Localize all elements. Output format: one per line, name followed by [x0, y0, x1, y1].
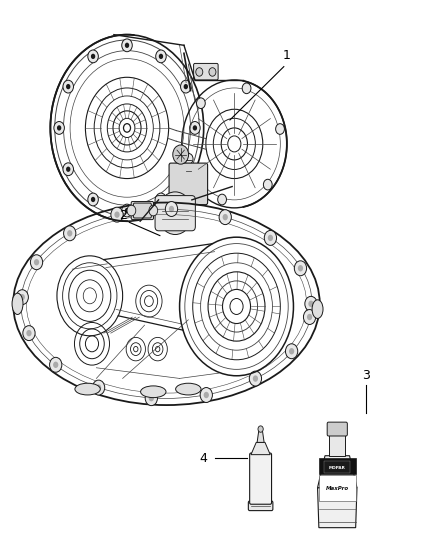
Circle shape — [92, 380, 105, 395]
Circle shape — [180, 163, 191, 176]
Circle shape — [57, 125, 61, 131]
Circle shape — [200, 387, 212, 402]
Circle shape — [34, 259, 39, 265]
Circle shape — [66, 166, 71, 172]
Circle shape — [127, 205, 136, 216]
Circle shape — [159, 197, 163, 202]
Circle shape — [125, 43, 129, 48]
Polygon shape — [318, 488, 357, 528]
Circle shape — [23, 326, 35, 341]
Circle shape — [276, 124, 284, 134]
Circle shape — [63, 163, 74, 176]
Text: 1: 1 — [283, 50, 291, 62]
Text: MaxPro: MaxPro — [326, 486, 349, 491]
Circle shape — [91, 197, 95, 202]
Circle shape — [49, 357, 62, 372]
Circle shape — [125, 208, 129, 213]
Circle shape — [197, 98, 205, 109]
Circle shape — [159, 54, 163, 59]
Circle shape — [166, 201, 178, 216]
Circle shape — [149, 395, 154, 401]
Circle shape — [145, 391, 158, 406]
Circle shape — [67, 230, 72, 237]
Circle shape — [190, 122, 200, 134]
Circle shape — [169, 206, 174, 212]
Circle shape — [242, 83, 251, 94]
Circle shape — [294, 261, 307, 276]
Circle shape — [304, 310, 316, 325]
Circle shape — [308, 301, 314, 307]
Circle shape — [149, 205, 158, 216]
Ellipse shape — [12, 293, 23, 314]
Circle shape — [30, 255, 42, 270]
Circle shape — [66, 84, 71, 90]
Text: MOPAR: MOPAR — [329, 466, 346, 470]
Circle shape — [184, 167, 188, 172]
Ellipse shape — [75, 383, 100, 395]
Circle shape — [63, 80, 74, 93]
Circle shape — [96, 384, 101, 391]
Circle shape — [263, 179, 272, 190]
Circle shape — [64, 226, 76, 241]
Circle shape — [196, 68, 203, 76]
Circle shape — [289, 348, 294, 354]
Circle shape — [298, 265, 303, 271]
Circle shape — [156, 50, 166, 63]
Circle shape — [223, 214, 228, 220]
Circle shape — [16, 290, 28, 305]
Circle shape — [305, 296, 317, 311]
Polygon shape — [318, 456, 357, 488]
Bar — [319, 475, 356, 501]
Circle shape — [111, 207, 123, 222]
Bar — [329, 434, 345, 456]
Circle shape — [253, 375, 258, 382]
Circle shape — [91, 54, 95, 59]
Circle shape — [193, 125, 197, 131]
Circle shape — [219, 209, 231, 224]
Text: 4: 4 — [200, 452, 208, 465]
Circle shape — [184, 84, 188, 90]
Circle shape — [268, 235, 273, 241]
Circle shape — [54, 122, 64, 134]
Circle shape — [20, 294, 25, 301]
FancyBboxPatch shape — [327, 422, 347, 436]
Ellipse shape — [141, 386, 166, 398]
Circle shape — [158, 192, 193, 235]
Circle shape — [173, 145, 188, 164]
Circle shape — [307, 314, 312, 320]
FancyBboxPatch shape — [248, 501, 273, 511]
Circle shape — [53, 361, 58, 368]
Circle shape — [122, 204, 132, 217]
Circle shape — [114, 212, 120, 218]
Text: 3: 3 — [362, 369, 370, 382]
Circle shape — [180, 80, 191, 93]
FancyBboxPatch shape — [133, 203, 151, 218]
Ellipse shape — [176, 383, 201, 395]
Bar — [324, 461, 350, 473]
Circle shape — [26, 330, 32, 336]
FancyBboxPatch shape — [250, 453, 272, 504]
FancyBboxPatch shape — [131, 201, 153, 220]
Circle shape — [156, 193, 166, 206]
Circle shape — [88, 50, 99, 63]
Ellipse shape — [312, 300, 323, 319]
Polygon shape — [257, 430, 264, 442]
FancyBboxPatch shape — [169, 163, 208, 205]
Polygon shape — [251, 442, 270, 455]
Circle shape — [286, 344, 298, 359]
Bar — [319, 458, 356, 474]
Circle shape — [249, 371, 261, 386]
Circle shape — [204, 392, 209, 398]
FancyBboxPatch shape — [155, 196, 195, 231]
FancyBboxPatch shape — [194, 63, 218, 80]
Circle shape — [209, 68, 216, 76]
Circle shape — [122, 39, 132, 52]
Circle shape — [218, 194, 226, 205]
Circle shape — [258, 426, 263, 432]
Circle shape — [88, 193, 98, 206]
Circle shape — [184, 154, 193, 164]
Text: 2: 2 — [119, 209, 127, 222]
Circle shape — [264, 230, 276, 245]
